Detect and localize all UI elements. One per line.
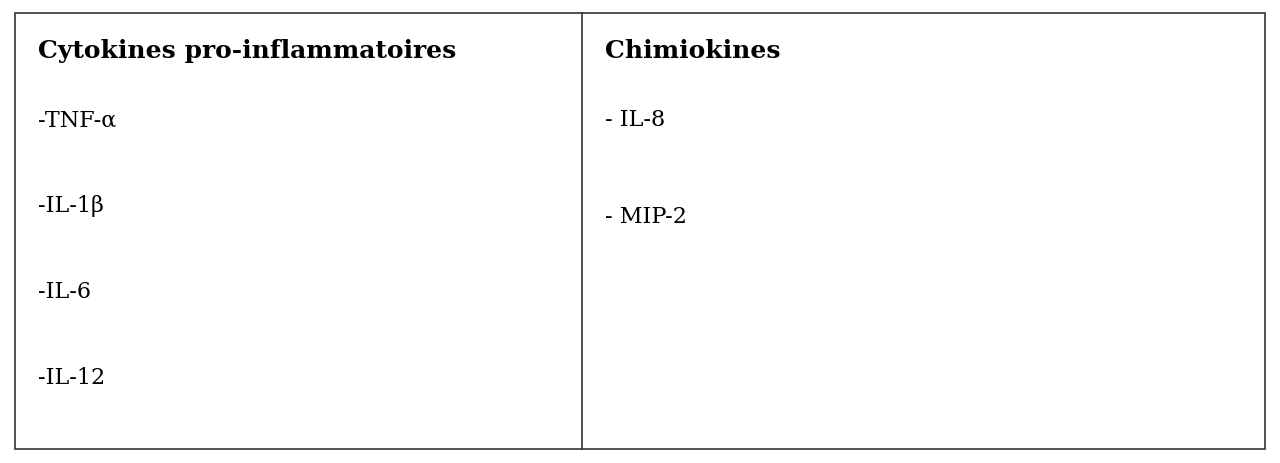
Text: Cytokines pro-inflammatoires: Cytokines pro-inflammatoires [38,39,457,63]
Text: -TNF-α: -TNF-α [38,109,116,131]
Text: - MIP-2: - MIP-2 [605,206,687,228]
Text: - IL-8: - IL-8 [605,109,666,131]
Text: -IL-6: -IL-6 [38,280,91,302]
Text: -IL-12: -IL-12 [38,366,105,388]
Text: -IL-1β: -IL-1β [38,194,104,216]
Text: Chimiokines: Chimiokines [605,39,781,63]
